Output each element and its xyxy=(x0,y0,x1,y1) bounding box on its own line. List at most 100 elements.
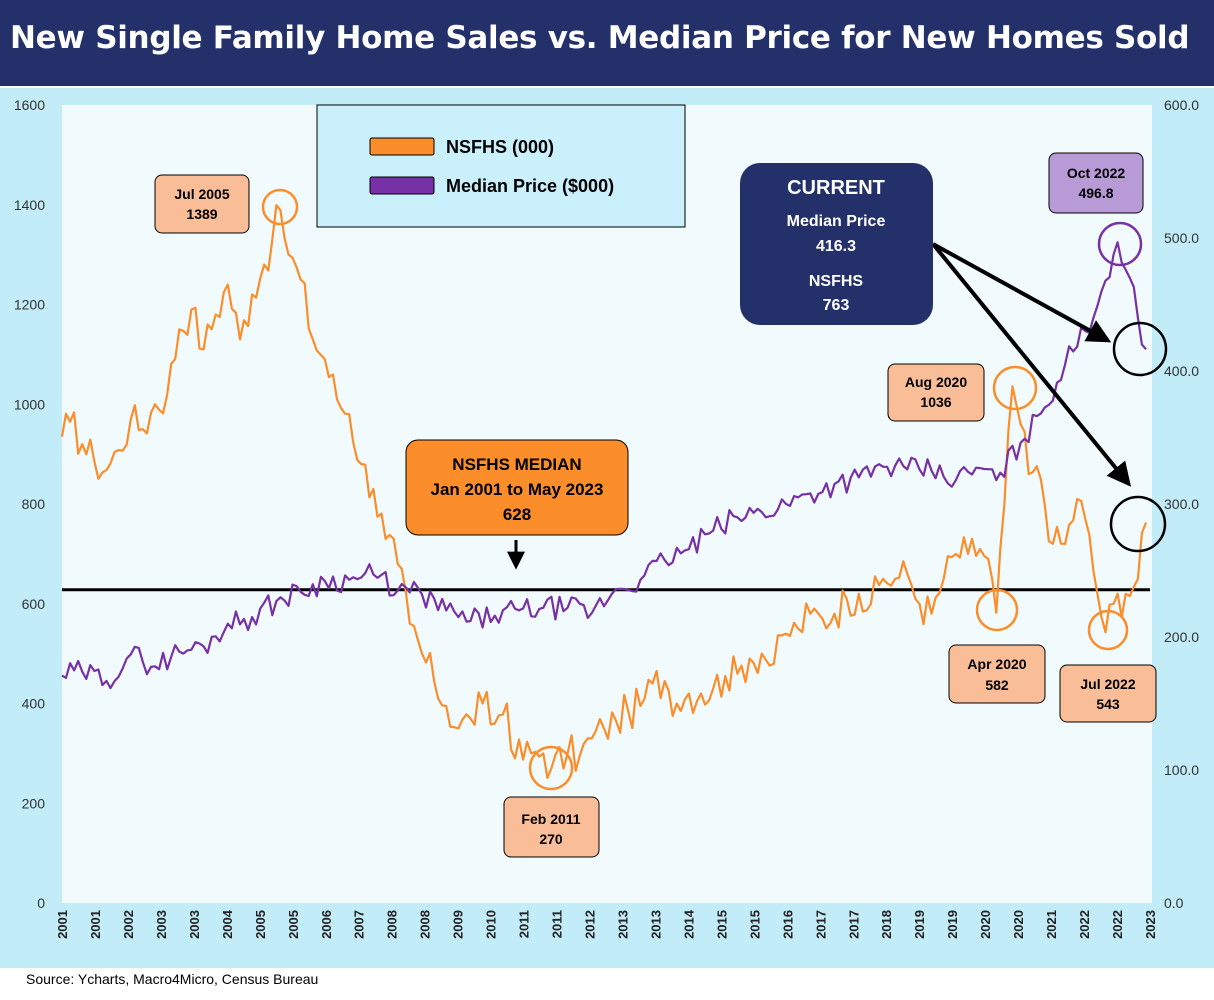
x-tick-label: 2005 xyxy=(286,910,301,939)
annotation-title: Aug 2020 xyxy=(905,374,967,390)
median-box-line1: NSFHS MEDIAN xyxy=(452,455,581,474)
current-circle-nsfhs xyxy=(1109,495,1167,553)
x-tick-label: 2018 xyxy=(879,910,894,939)
right-axis-ticks: 0.0 100.0 200.0 300.0 400.0 500.0 600.0 xyxy=(1164,97,1199,911)
x-tick-label: 2004 xyxy=(220,909,235,939)
x-tick-label: 2006 xyxy=(319,910,334,939)
annotation-title: Oct 2022 xyxy=(1067,165,1126,181)
x-tick-label: 2003 xyxy=(187,910,202,939)
x-tick-label: 2013 xyxy=(649,910,664,939)
title-bar: New Single Family Home Sales vs. Median … xyxy=(0,0,1214,86)
x-tick-label: 2003 xyxy=(154,910,169,939)
y-right-tick-label: 600.0 xyxy=(1164,97,1199,113)
annotation-title: Jul 2022 xyxy=(1080,676,1135,692)
x-tick-label: 2002 xyxy=(121,910,136,939)
highlight-circle-apr-2020 xyxy=(975,588,1019,632)
x-tick-label: 2011 xyxy=(517,910,532,938)
annotation-apr-2020: Apr 2020 582 xyxy=(948,644,1046,704)
annotation-value: 582 xyxy=(985,677,1009,693)
highlight-circle-feb-2011 xyxy=(528,745,574,791)
median-box-line3: 628 xyxy=(503,505,531,524)
current-box-price-label: Median Price xyxy=(787,213,886,230)
annotation-value: 496.8 xyxy=(1078,185,1113,201)
x-tick-label: 2019 xyxy=(912,910,927,939)
source-note: Source: Ycharts, Macro4Micro, Census Bur… xyxy=(26,971,319,987)
highlight-circle-jul-2005 xyxy=(261,188,299,226)
annotation-jul-2022: Jul 2022 543 xyxy=(1059,664,1157,723)
annotation-value: 1389 xyxy=(186,206,217,222)
x-tick-label: 2023 xyxy=(1143,910,1158,939)
arrow-to-current-nsfhs xyxy=(931,242,1132,487)
annotation-value: 543 xyxy=(1096,696,1120,712)
x-tick-label: 2001 xyxy=(88,910,103,939)
left-axis-ticks: 0 200 400 600 800 1000 1200 1400 1600 xyxy=(14,97,45,911)
highlight-circle-aug-2020 xyxy=(992,365,1038,411)
x-tick-label: 2017 xyxy=(846,910,861,939)
current-box-heading: CURRENT xyxy=(787,177,885,199)
x-axis-ticks: 2001 2001 2002 2003 2003 2004 2005 2005 2006 2007… xyxy=(55,909,1158,939)
y-left-tick-label: 1400 xyxy=(14,197,45,213)
x-tick-label: 2022 xyxy=(1110,910,1125,939)
y-right-tick-label: 300.0 xyxy=(1164,496,1199,512)
y-right-tick-label: 400.0 xyxy=(1164,363,1199,379)
annotation-value: 270 xyxy=(539,831,563,847)
x-tick-label: 2008 xyxy=(418,910,433,939)
x-tick-label: 2014 xyxy=(681,909,696,939)
y-left-tick-label: 1600 xyxy=(14,97,45,113)
y-left-tick-label: 1200 xyxy=(14,297,45,313)
y-left-tick-label: 0 xyxy=(37,895,45,911)
y-left-tick-label: 1000 xyxy=(14,396,45,412)
annotation-title: Apr 2020 xyxy=(967,656,1026,672)
x-tick-label: 2011 xyxy=(550,910,565,938)
legend-swatch-median-price xyxy=(369,176,435,195)
x-tick-label: 2001 xyxy=(55,910,70,939)
x-tick-label: 2020 xyxy=(1011,910,1026,939)
y-left-tick-label: 400 xyxy=(22,696,46,712)
legend-label-median-price: Median Price ($000) xyxy=(446,176,614,196)
legend-swatch-nsfhs xyxy=(369,137,435,156)
series-line-median-price xyxy=(61,241,1147,690)
annotation-jul-2005: Jul 2005 1389 xyxy=(154,174,250,234)
legend-label-nsfhs: NSFHS (000) xyxy=(446,137,554,157)
y-left-tick-label: 800 xyxy=(22,496,46,512)
annotation-title: Feb 2011 xyxy=(521,811,580,827)
y-right-tick-label: 500.0 xyxy=(1164,230,1199,246)
current-circle-median-price xyxy=(1112,321,1168,377)
x-tick-label: 2012 xyxy=(583,910,598,939)
x-tick-label: 2020 xyxy=(978,910,993,939)
median-box-line2: Jan 2001 to May 2023 xyxy=(431,480,604,499)
x-tick-label: 2009 xyxy=(451,910,466,939)
chart: 0 200 400 600 800 1000 1200 1400 1600 0.0 100.0 20… xyxy=(0,88,1214,968)
x-tick-label: 2015 xyxy=(714,910,729,939)
x-tick-label: 2008 xyxy=(385,910,400,939)
x-tick-label: 2021 xyxy=(1044,910,1059,939)
annotation-oct-2022: Oct 2022 496.8 xyxy=(1048,152,1144,214)
page-title: New Single Family Home Sales vs. Median … xyxy=(10,20,1190,56)
x-tick-label: 2005 xyxy=(253,910,268,939)
annotation-aug-2020: Aug 2020 1036 xyxy=(887,363,985,422)
current-box-sales-label: NSFHS xyxy=(809,273,864,290)
x-tick-label: 2019 xyxy=(945,910,960,939)
highlight-circle-jul-2022 xyxy=(1087,609,1129,651)
y-left-tick-label: 600 xyxy=(22,596,46,612)
x-tick-label: 2016 xyxy=(780,910,795,939)
annotation-value: 1036 xyxy=(920,394,951,410)
highlight-circle-oct-2022 xyxy=(1097,221,1143,267)
y-left-tick-label: 200 xyxy=(22,795,46,811)
y-right-tick-label: 0.0 xyxy=(1164,895,1184,911)
legend-box xyxy=(316,104,686,228)
y-right-tick-label: 200.0 xyxy=(1164,629,1199,645)
annotation-title: Jul 2005 xyxy=(174,186,229,202)
current-box-sales-value: 763 xyxy=(823,297,850,314)
x-tick-label: 2010 xyxy=(484,910,499,939)
annotation-feb-2011: Feb 2011 270 xyxy=(503,796,600,858)
x-tick-label: 2017 xyxy=(813,910,828,939)
x-tick-label: 2013 xyxy=(616,910,631,939)
series-line-nsfhs xyxy=(60,204,1148,779)
arrow-to-current-price xyxy=(932,242,1112,343)
current-box-price-value: 416.3 xyxy=(816,238,856,255)
x-tick-label: 2022 xyxy=(1077,910,1092,939)
nsfhs-median-box: NSFHS MEDIAN Jan 2001 to May 2023 628 xyxy=(405,439,629,536)
y-right-tick-label: 100.0 xyxy=(1164,762,1199,778)
x-tick-label: 2015 xyxy=(747,910,762,939)
